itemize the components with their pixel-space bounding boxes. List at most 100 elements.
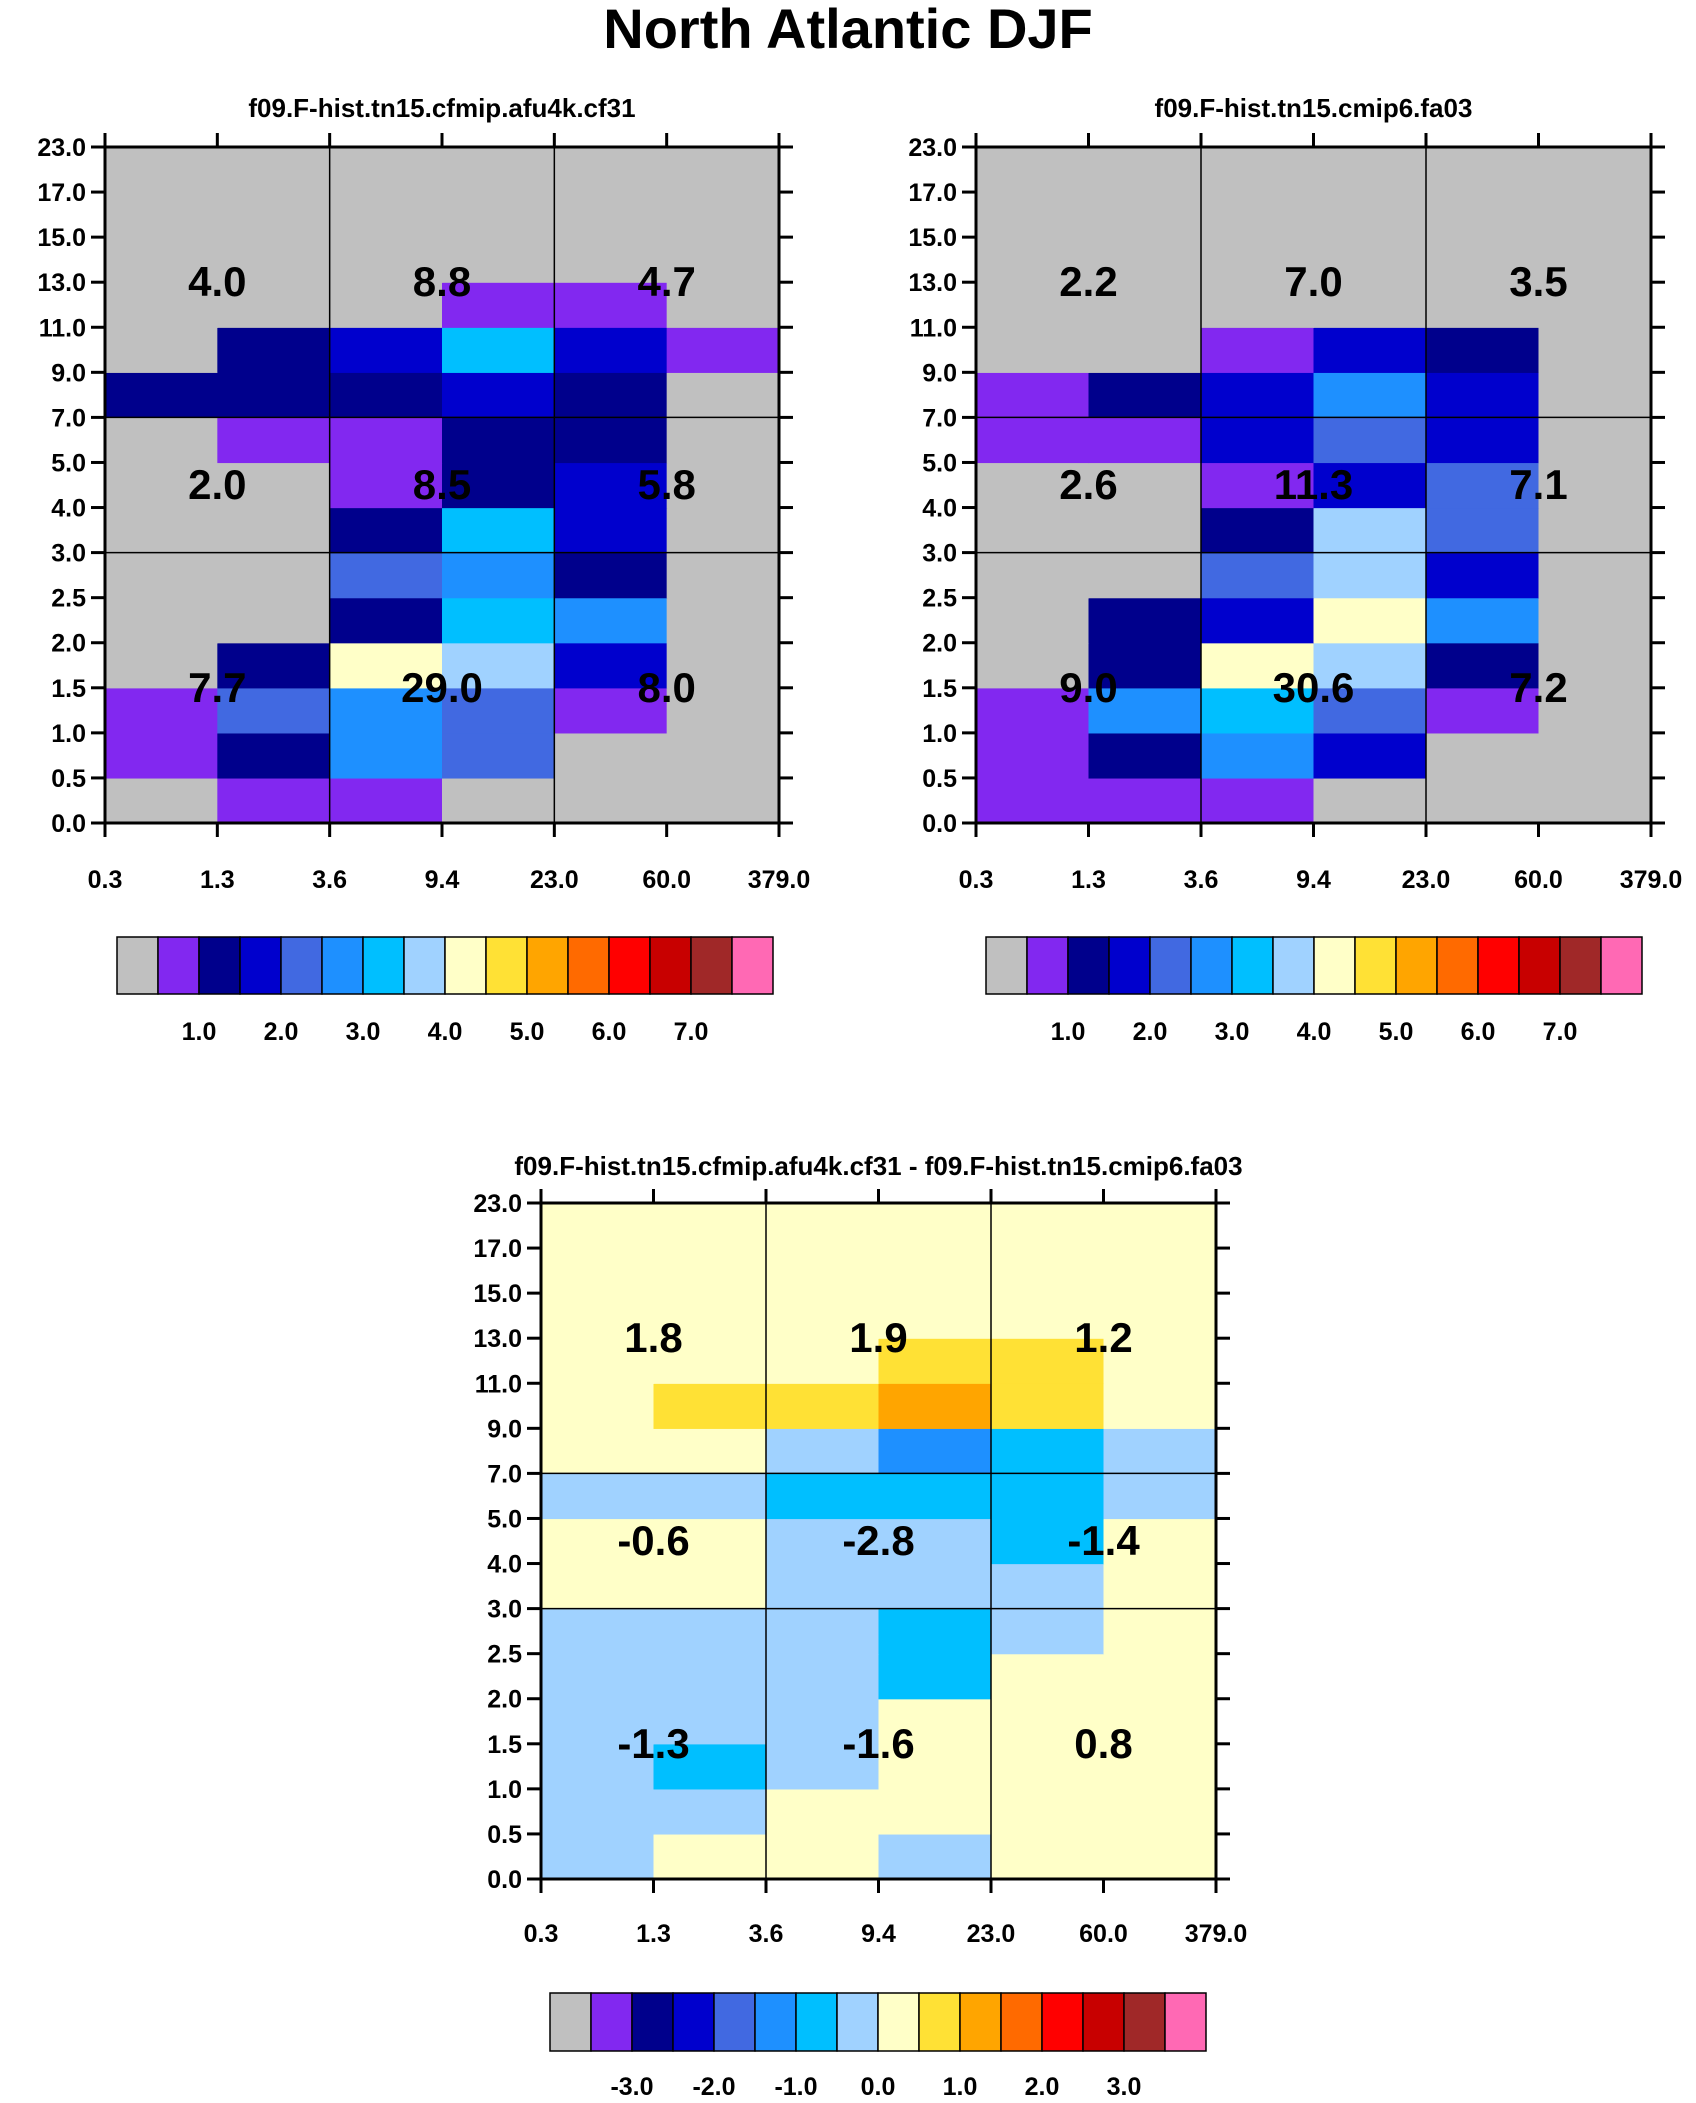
heatmap-cell xyxy=(217,597,331,644)
heatmap-cell xyxy=(541,1473,655,1520)
heatmap-cell xyxy=(105,552,218,599)
heatmap-cell xyxy=(878,1203,992,1249)
heatmap-cell xyxy=(976,642,1090,689)
heatmap-cell xyxy=(554,327,668,373)
heatmap-cell xyxy=(105,282,218,328)
chart-panel-2: f09.F-hist.tn15.cmip6.fa03 0.0 0.5 1.0 1.5 2.… xyxy=(908,93,1682,1046)
heatmap-cell xyxy=(1426,192,1540,238)
heatmap-cell xyxy=(105,777,218,824)
heatmap-cell xyxy=(1426,597,1540,644)
colorbar-box xyxy=(608,936,651,995)
y-tick-label: 1.0 xyxy=(487,1776,522,1804)
heatmap-cell xyxy=(541,1653,655,1700)
heatmap-cell xyxy=(766,1383,880,1429)
colorbar: 1.0 2.0 3.0 4.0 5.0 6.0 7.0 xyxy=(985,936,1643,1046)
heatmap-cell xyxy=(1103,1743,1217,1790)
heatmap-cell xyxy=(217,642,331,689)
heatmap-cell xyxy=(442,282,555,328)
heatmap-cell xyxy=(1538,417,1652,464)
y-tick-label: 9.0 xyxy=(51,359,86,387)
y-tick-label: 15.0 xyxy=(908,224,957,252)
colorbar-label: 7.0 xyxy=(1543,1018,1578,1046)
heatmap-cell xyxy=(329,372,443,418)
heatmap-cell xyxy=(976,417,1090,464)
heatmap-cell xyxy=(666,372,780,418)
heatmap-cell xyxy=(766,1743,880,1790)
heatmap-cell xyxy=(1538,687,1652,734)
heatmap-cell xyxy=(1088,282,1202,328)
heatmap-cell xyxy=(554,687,668,734)
heatmap-cell xyxy=(442,777,555,824)
heatmap-cell xyxy=(991,1248,1105,1294)
colorbar-box xyxy=(526,936,569,995)
colorbar-label: 5.0 xyxy=(1379,1018,1414,1046)
colorbar: 1.0 2.0 3.0 4.0 5.0 6.0 7.0 xyxy=(116,936,774,1046)
colorbar-box xyxy=(1041,1992,1084,2052)
heatmap-cell xyxy=(878,1518,992,1565)
heatmap-cell xyxy=(1103,1788,1217,1835)
y-tick-label: 2.0 xyxy=(51,630,86,658)
y-tick-label: 0.5 xyxy=(51,765,86,793)
colorbar-box xyxy=(877,1992,920,2052)
colorbar-box xyxy=(362,936,405,995)
heatmap-cell xyxy=(1538,732,1652,779)
region-value-label: 29.0 xyxy=(401,664,483,711)
heatmap-cell xyxy=(991,1473,1105,1520)
heatmap-cell xyxy=(1088,552,1202,599)
heatmap-cell xyxy=(653,1788,767,1835)
heatmap-cell xyxy=(976,372,1090,418)
heatmap-cell xyxy=(329,282,443,328)
region-value-label: 7.2 xyxy=(1509,664,1567,711)
x-tick-label: 9.4 xyxy=(425,866,460,894)
panel-title: f09.F-hist.tn15.cfmip.afu4k.cf31 xyxy=(248,93,635,123)
heatmap-cell xyxy=(991,1563,1105,1610)
heatmap-cell xyxy=(653,1518,767,1565)
colorbar-box xyxy=(1108,936,1151,995)
region-value-label: 7.7 xyxy=(188,664,246,711)
heatmap-cell xyxy=(878,1698,992,1745)
heatmap-cell xyxy=(766,1293,880,1339)
heatmap-cell xyxy=(1088,642,1202,689)
heatmap-cell xyxy=(653,1608,767,1655)
heatmap-cell xyxy=(991,1653,1105,1700)
y-tick-label: 2.0 xyxy=(487,1686,522,1714)
heatmap-cell xyxy=(541,1518,655,1565)
heatmap-cell xyxy=(1103,1293,1217,1339)
region-value-label: 7.0 xyxy=(1284,258,1342,305)
region-value-label: 0.8 xyxy=(1074,1720,1132,1767)
x-tick-label: 1.3 xyxy=(200,866,235,894)
heatmap-cell xyxy=(1426,687,1540,734)
heatmap-cell xyxy=(442,417,555,464)
heatmap-cell xyxy=(554,777,668,824)
heatmap-cell xyxy=(878,1653,992,1700)
heatmap-cell xyxy=(1088,327,1202,373)
heatmap-cell xyxy=(554,597,668,644)
region-value-label: 8.8 xyxy=(413,258,471,305)
y-tick-label: 17.0 xyxy=(908,179,957,207)
x-tick-label: 0.3 xyxy=(959,866,994,894)
colorbar-label: 3.0 xyxy=(346,1018,381,1046)
heatmap-cell xyxy=(878,1608,992,1655)
heatmap-cell xyxy=(991,1293,1105,1339)
heatmap-cell xyxy=(541,1608,655,1655)
x-tick-label: 60.0 xyxy=(642,866,691,894)
colorbar-box xyxy=(1272,936,1315,995)
region-value-label: 2.0 xyxy=(188,461,246,508)
heatmap-cell xyxy=(1201,732,1315,779)
colorbar-box xyxy=(836,1992,879,2052)
y-tick-label: 13.0 xyxy=(908,269,957,297)
y-tick-label: 0.5 xyxy=(922,765,957,793)
heatmap-cell xyxy=(653,1833,767,1880)
heatmap-cell xyxy=(766,1788,880,1835)
heatmap-cell xyxy=(766,1203,880,1249)
heatmap-cell xyxy=(329,417,443,464)
heatmap-cell xyxy=(1426,462,1540,509)
y-tick-label: 9.0 xyxy=(487,1415,522,1443)
heatmap-cell xyxy=(653,1743,767,1790)
heatmap-cell xyxy=(666,192,780,238)
colorbar-box xyxy=(403,936,446,995)
colorbar-box xyxy=(549,1992,592,2052)
x-tick-label: 9.4 xyxy=(861,1920,896,1948)
y-tick-label: 11.0 xyxy=(39,314,86,342)
heatmap-cell xyxy=(653,1473,767,1520)
